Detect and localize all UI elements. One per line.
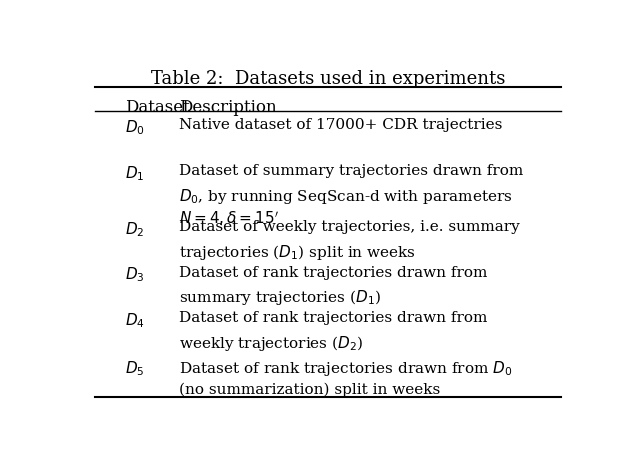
Text: Dataset of summary trajectories drawn from: Dataset of summary trajectories drawn fr… — [179, 164, 524, 178]
Text: Table 2:  Datasets used in experiments: Table 2: Datasets used in experiments — [151, 71, 505, 88]
Text: Description: Description — [179, 100, 277, 116]
Text: $D_0$, by running SeqScan-d with parameters: $D_0$, by running SeqScan-d with paramet… — [179, 187, 513, 206]
Text: Native dataset of 17000+ CDR trajectries: Native dataset of 17000+ CDR trajectries — [179, 118, 502, 132]
Text: weekly trajectories ($D_2$): weekly trajectories ($D_2$) — [179, 334, 364, 353]
Text: $D_1$: $D_1$ — [125, 164, 144, 182]
Text: trajectories ($D_1$) split in weeks: trajectories ($D_1$) split in weeks — [179, 243, 416, 262]
Text: summary trajectories ($D_1$): summary trajectories ($D_1$) — [179, 288, 381, 307]
Text: $D_5$: $D_5$ — [125, 359, 144, 378]
Text: $N = 4, \delta = 15^{\prime}$: $N = 4, \delta = 15^{\prime}$ — [179, 209, 279, 228]
Text: (no summarization) split in weeks: (no summarization) split in weeks — [179, 382, 440, 397]
Text: $D_4$: $D_4$ — [125, 311, 145, 330]
Text: $D_0$: $D_0$ — [125, 118, 145, 137]
Text: Dataset of rank trajectories drawn from $D_0$: Dataset of rank trajectories drawn from … — [179, 359, 513, 379]
Text: $D_2$: $D_2$ — [125, 220, 144, 239]
Text: $D_3$: $D_3$ — [125, 266, 145, 284]
Text: Dataset of rank trajectories drawn from: Dataset of rank trajectories drawn from — [179, 311, 488, 325]
Text: Dataset of rank trajectories drawn from: Dataset of rank trajectories drawn from — [179, 266, 488, 279]
Text: Dataset of weekly trajectories, i.e. summary: Dataset of weekly trajectories, i.e. sum… — [179, 220, 520, 234]
Text: Dataset: Dataset — [125, 100, 189, 116]
